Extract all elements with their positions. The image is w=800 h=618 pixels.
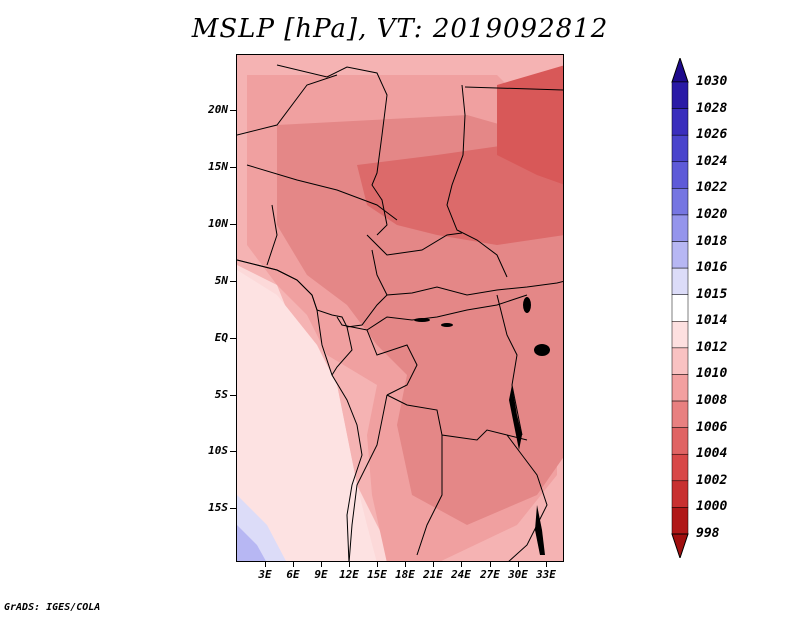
- lon-tick: [518, 562, 519, 567]
- colorbar: [670, 56, 690, 562]
- lon-tick: [546, 562, 547, 567]
- chart-title: MSLP [hPa], VT: 2019092812: [191, 14, 609, 44]
- colorbar-swatch: [671, 400, 689, 428]
- colorbar-swatch: [671, 267, 689, 295]
- lon-label: 9E: [314, 568, 328, 581]
- lakes: [414, 297, 550, 555]
- colorbar-swatches: [671, 56, 689, 560]
- lat-label: 5S: [214, 388, 228, 401]
- lon-tick: [377, 562, 378, 567]
- colorbar-level-label: 1004: [696, 446, 728, 462]
- lon-label: 21E: [423, 568, 443, 581]
- map-panel: [236, 54, 564, 562]
- colorbar-level-label: 1024: [696, 153, 728, 169]
- lat-label: 10N: [208, 217, 228, 230]
- colorbar-swatch: [671, 188, 689, 216]
- country-borders: [237, 64, 563, 561]
- pressure-region-1012: [237, 270, 377, 561]
- colorbar-level-label: 998: [696, 526, 720, 541]
- colorbar-level-label: 1026: [696, 127, 728, 143]
- colorbar-level-label: 1014: [696, 313, 728, 329]
- colorbar-swatch: [671, 321, 689, 349]
- lon-tick: [265, 562, 266, 567]
- lat-label: EQ: [214, 331, 228, 344]
- lat-label: 15S: [208, 501, 228, 514]
- pressure-region-1016: [237, 525, 266, 561]
- lon-label: 6E: [286, 568, 300, 581]
- lon-label: 15E: [367, 568, 387, 581]
- colorbar-swatch: [671, 134, 689, 163]
- pressure-region-1002: [497, 65, 563, 185]
- lon-label: 27E: [480, 568, 500, 581]
- colorbar-level-label: 1000: [696, 499, 728, 515]
- lat-tick: [230, 110, 236, 111]
- lat-label: 10S: [208, 444, 228, 457]
- colorbar-level-label: 1008: [696, 393, 728, 409]
- lon-tick: [405, 562, 406, 567]
- coastline: [237, 259, 363, 561]
- lon-tick: [349, 562, 350, 567]
- colorbar-swatch: [671, 108, 689, 136]
- lat-tick: [230, 451, 236, 452]
- lon-tick: [321, 562, 322, 567]
- colorbar-swatch: [671, 507, 689, 535]
- colorbar-level-label: 1012: [696, 339, 728, 355]
- colorbar-top-arrow: [671, 56, 689, 83]
- colorbar-swatch: [671, 241, 689, 269]
- colorbar-swatch: [671, 347, 689, 375]
- colorbar-swatch: [671, 81, 689, 109]
- colorbar-swatch: [671, 427, 689, 455]
- colorbar-level-label: 1006: [696, 419, 728, 435]
- colorbar-swatch: [671, 214, 689, 242]
- lon-label: 3E: [258, 568, 272, 581]
- colorbar-swatch: [671, 161, 689, 189]
- lat-tick: [230, 281, 236, 282]
- lon-label: 18E: [395, 568, 415, 581]
- colorbar-swatch: [671, 480, 689, 508]
- colorbar-swatch: [671, 453, 689, 482]
- lon-label: 33E: [536, 568, 556, 581]
- lon-label: 24E: [451, 568, 471, 581]
- colorbar-level-label: 1022: [696, 180, 728, 196]
- lat-tick: [230, 224, 236, 225]
- lon-label: 30E: [508, 568, 528, 581]
- footer-credit: GrADS: IGES/COLA: [4, 602, 101, 613]
- lat-tick: [230, 338, 236, 339]
- colorbar-level-label: 1030: [696, 74, 728, 89]
- colorbar-swatch: [671, 294, 689, 322]
- colorbar-bottom-arrow: [671, 533, 689, 560]
- lon-tick: [293, 562, 294, 567]
- lat-label: 20N: [208, 103, 228, 116]
- colorbar-level-label: 1020: [696, 206, 728, 222]
- lat-label: 5N: [214, 274, 228, 287]
- lon-tick: [490, 562, 491, 567]
- lon-label: 12E: [339, 568, 359, 581]
- colorbar-level-label: 1015: [696, 286, 728, 302]
- colorbar-level-label: 1016: [696, 260, 728, 276]
- pressure-field-map: [237, 55, 563, 561]
- colorbar-level-label: 1018: [696, 233, 728, 249]
- colorbar-swatch: [671, 374, 689, 402]
- lat-tick: [230, 508, 236, 509]
- lon-tick: [433, 562, 434, 567]
- colorbar-level-label: 1002: [696, 472, 728, 488]
- lat-tick: [230, 395, 236, 396]
- lon-tick: [461, 562, 462, 567]
- lat-label: 15N: [208, 160, 228, 173]
- lat-tick: [230, 167, 236, 168]
- colorbar-level-label: 1028: [696, 100, 728, 116]
- colorbar-level-label: 1010: [696, 366, 728, 382]
